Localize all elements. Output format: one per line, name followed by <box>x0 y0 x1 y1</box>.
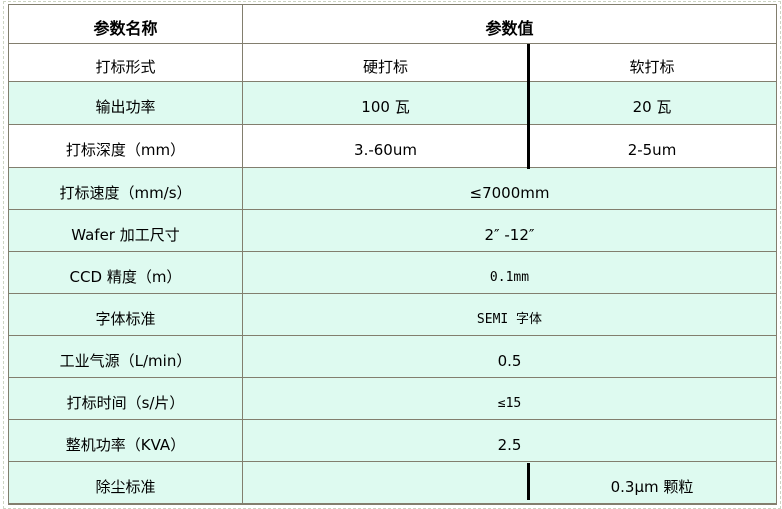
row-label-cell: 打标时间（s/片） <box>9 378 243 419</box>
row-label: 输出功率 <box>95 98 156 116</box>
value-cell: 0.5 <box>243 336 776 377</box>
value-cell: 3.-60um <box>243 125 528 167</box>
row-label-cell: 字体标准 <box>9 294 243 335</box>
table-row: 除尘标准 0.3μm 颗粒 <box>9 462 776 504</box>
header-label-parameter-name: 参数名称 <box>93 18 158 38</box>
row-value-area: SEMI 字体 <box>243 294 776 335</box>
row-value-area: ≤15 <box>243 378 776 419</box>
row-label-cell: 除尘标准 <box>9 462 243 503</box>
table-row: 打标时间（s/片） ≤15 <box>9 378 776 420</box>
value-text: 2-5um <box>627 141 677 159</box>
row-label: 打标深度（mm） <box>65 141 186 159</box>
value-text: 0.1mm <box>489 269 530 285</box>
row-value-area: 0.5 <box>243 336 776 377</box>
value-text: 软打标 <box>629 57 675 76</box>
value-cell: 软打标 <box>528 44 776 81</box>
row-label-cell: 打标深度（mm） <box>9 125 243 167</box>
header-label-parameter-value: 参数值 <box>485 18 534 38</box>
value-text: 2″ -12″ <box>484 225 535 244</box>
value-cell: 2-5um <box>528 125 776 167</box>
row-label: 除尘标准 <box>95 477 156 496</box>
header-cell-parameter-value: 参数值 <box>243 5 776 43</box>
table-header-row: 参数名称 参数值 <box>9 5 776 44</box>
row-value-area: ≤7000mm <box>243 168 776 209</box>
value-text: 0.5 <box>497 351 522 370</box>
value-text: ≤7000mm <box>469 183 550 202</box>
value-cell: 0.1mm <box>243 252 776 293</box>
table-row: 工业气源（L/min） 0.5 <box>9 336 776 378</box>
row-label-cell: 打标形式 <box>9 44 243 81</box>
row-label: 整机功率（KVA） <box>65 435 186 454</box>
value-text: 3.-60um <box>354 141 417 159</box>
value-text: 20 瓦 <box>632 98 672 116</box>
value-cell <box>243 462 528 503</box>
column-divider-line-bottom <box>527 463 530 500</box>
row-label: 打标形式 <box>95 57 156 76</box>
row-label: 打标时间（s/片） <box>66 393 185 412</box>
value-text: 0.3μm 颗粒 <box>610 477 694 496</box>
row-value-area: 2.5 <box>243 420 776 461</box>
value-cell: 20 瓦 <box>528 82 776 124</box>
value-cell: 100 瓦 <box>243 82 528 124</box>
parameter-spec-table: 参数名称 参数值 打标形式 硬打标 软打标输出功率 100 瓦 20 瓦打标深度（mm）… <box>8 4 777 505</box>
value-cell: 2″ -12″ <box>243 210 776 251</box>
row-value-area: 0.1mm <box>243 252 776 293</box>
value-cell: ≤7000mm <box>243 168 776 209</box>
table-row: 打标速度（mm/s） ≤7000mm <box>9 168 776 210</box>
value-cell: 2.5 <box>243 420 776 461</box>
row-label-cell: 整机功率（KVA） <box>9 420 243 461</box>
value-text: 100 瓦 <box>361 98 410 116</box>
table-row: 输出功率 100 瓦 20 瓦 <box>9 82 776 125</box>
value-cell: 硬打标 <box>243 44 528 81</box>
row-label-cell: Wafer 加工尺寸 <box>9 210 243 251</box>
column-divider-line-top <box>527 44 530 169</box>
row-label: CCD 精度（m） <box>69 267 182 286</box>
row-label: 工业气源（L/min） <box>59 351 192 370</box>
row-value-area: 硬打标 软打标 <box>243 44 776 81</box>
row-value-area: 2″ -12″ <box>243 210 776 251</box>
value-cell: SEMI 字体 <box>243 294 776 335</box>
value-cell: 0.3μm 颗粒 <box>528 462 776 503</box>
table-row: 整机功率（KVA） 2.5 <box>9 420 776 462</box>
value-text: 硬打标 <box>362 57 408 76</box>
row-value-area: 0.3μm 颗粒 <box>243 462 776 503</box>
row-label-cell: 打标速度（mm/s） <box>9 168 243 209</box>
table-row: 字体标准 SEMI 字体 <box>9 294 776 336</box>
row-value-area: 3.-60um 2-5um <box>243 125 776 167</box>
row-label: 字体标准 <box>95 309 156 328</box>
row-label-cell: 输出功率 <box>9 82 243 124</box>
table-row: 打标深度（mm） 3.-60um 2-5um <box>9 125 776 168</box>
value-cell: ≤15 <box>243 378 776 419</box>
row-value-area: 100 瓦 20 瓦 <box>243 82 776 124</box>
table-row: 打标形式 硬打标 软打标 <box>9 44 776 82</box>
table-row: Wafer 加工尺寸 2″ -12″ <box>9 210 776 252</box>
row-label-cell: CCD 精度（m） <box>9 252 243 293</box>
value-text: ≤15 <box>497 395 522 411</box>
row-label: Wafer 加工尺寸 <box>71 225 180 244</box>
row-label-cell: 工业气源（L/min） <box>9 336 243 377</box>
row-label: 打标速度（mm/s） <box>59 183 192 202</box>
value-text: SEMI 字体 <box>476 311 543 327</box>
header-cell-parameter-name: 参数名称 <box>9 5 243 43</box>
value-text: 2.5 <box>497 435 522 454</box>
table-row: CCD 精度（m） 0.1mm <box>9 252 776 294</box>
